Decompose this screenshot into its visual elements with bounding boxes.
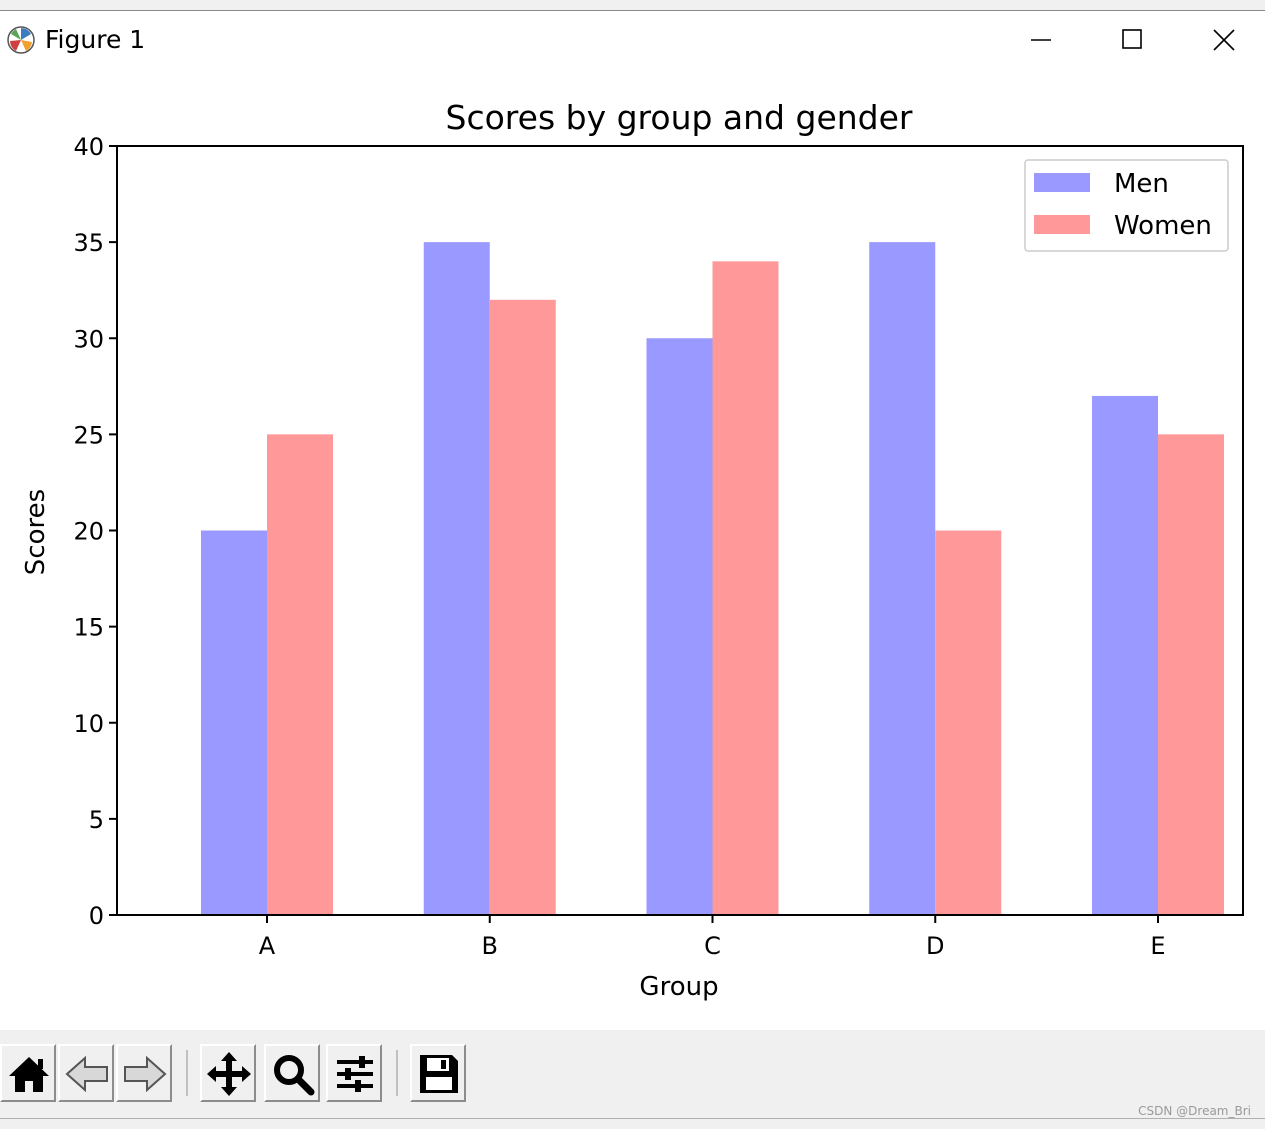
- bar-men-d: [869, 242, 936, 915]
- y-tick-label: 35: [73, 229, 104, 257]
- matplotlib-icon: [7, 26, 35, 54]
- bar-women-e: [1158, 434, 1224, 915]
- watermark: CSDN @Dream_Bri: [1138, 1104, 1251, 1118]
- zoom-icon: [274, 1055, 315, 1096]
- y-tick-label: 20: [73, 518, 104, 546]
- x-tick-label: A: [259, 932, 276, 960]
- legend-label-women: Women: [1114, 211, 1212, 241]
- bar-women-c: [712, 261, 779, 916]
- y-tick-label: 10: [73, 710, 104, 738]
- back-button[interactable]: [58, 1044, 114, 1102]
- y-tick-label: 40: [73, 133, 104, 161]
- legend-swatch-men: [1034, 173, 1090, 192]
- forward-icon: [124, 1055, 167, 1093]
- forward-button[interactable]: [116, 1044, 172, 1102]
- back-icon: [65, 1055, 108, 1093]
- y-axis: 0 5 10 15 20 25 30 35 40: [73, 133, 117, 930]
- pan-icon: [207, 1052, 251, 1096]
- close-button[interactable]: [1200, 21, 1248, 61]
- window-title: Figure 1: [45, 25, 146, 54]
- maximize-button[interactable]: [1108, 21, 1156, 61]
- legend-swatch-women: [1034, 215, 1090, 234]
- legend-label-men: Men: [1114, 169, 1169, 199]
- zoom-button[interactable]: [264, 1044, 320, 1102]
- bars-group: [201, 242, 1224, 916]
- home-icon: [9, 1057, 49, 1092]
- bar-women-a: [267, 434, 333, 915]
- bar-men-b: [423, 242, 490, 915]
- window-top-edge: [0, 0, 1265, 11]
- legend: Men Women: [1024, 159, 1229, 252]
- y-tick-label: 30: [73, 325, 104, 353]
- bar-women-d: [935, 530, 1002, 915]
- chart-title: Scores by group and gender: [446, 98, 913, 137]
- y-axis-label: Scores: [21, 489, 51, 575]
- x-tick-label: B: [482, 932, 498, 960]
- bar-men-c: [646, 338, 713, 915]
- y-tick-label: 15: [73, 614, 104, 642]
- x-axis: A B C D E: [259, 915, 1166, 960]
- home-button[interactable]: [0, 1044, 56, 1102]
- bar-men-a: [201, 530, 267, 915]
- bar-women-b: [489, 299, 556, 915]
- x-tick-label: E: [1150, 932, 1165, 960]
- y-tick-label: 25: [73, 421, 104, 449]
- save-button[interactable]: [410, 1044, 466, 1102]
- navigation-toolbar: [0, 1030, 1265, 1128]
- toolbar-separator: [396, 1050, 398, 1096]
- x-tick-label: C: [704, 932, 721, 960]
- y-tick-label: 5: [89, 806, 104, 834]
- bar-men-e: [1092, 395, 1158, 915]
- x-tick-label: D: [926, 932, 944, 960]
- save-icon: [420, 1055, 458, 1093]
- x-axis-label: Group: [639, 972, 718, 1002]
- status-bar: [0, 1118, 1265, 1129]
- toolbar-separator: [186, 1050, 188, 1096]
- configure-subplots-button[interactable]: [326, 1044, 382, 1102]
- pan-button[interactable]: [200, 1044, 256, 1102]
- configure-subplots-icon: [337, 1056, 373, 1092]
- title-bar[interactable]: Figure 1: [0, 11, 1265, 69]
- minimize-button[interactable]: [1017, 21, 1065, 61]
- figure-canvas[interactable]: Scores by group and gender 0 5 10 15 20 25 30 3…: [0, 70, 1265, 1030]
- y-tick-label: 0: [89, 902, 104, 930]
